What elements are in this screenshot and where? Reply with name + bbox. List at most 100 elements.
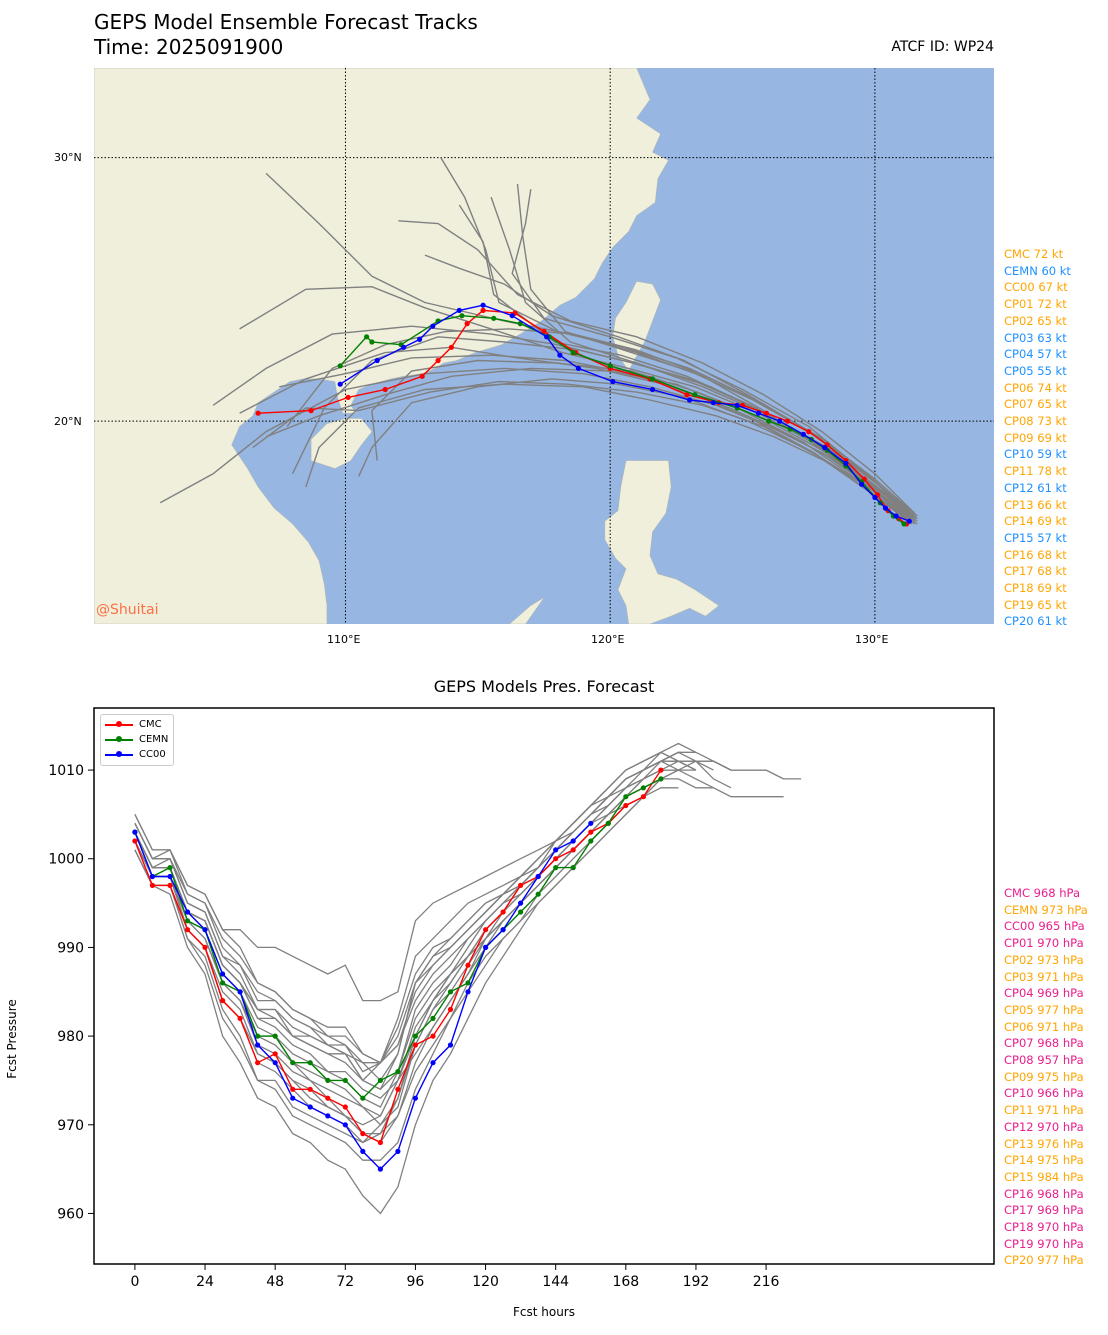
pressure-entry-9: CP07 968 hPa bbox=[1004, 1036, 1084, 1051]
lon-tick-120: 120°E bbox=[591, 633, 625, 646]
pressure-point-cc00-3 bbox=[184, 909, 191, 915]
legend-swatch-cemn bbox=[105, 734, 133, 744]
pressure-entry-18: CP16 968 hPa bbox=[1004, 1186, 1084, 1201]
pressure-point-cemn-2 bbox=[167, 865, 173, 871]
track-point-cc00-23 bbox=[401, 344, 407, 350]
pressure-point-cmc-2 bbox=[167, 882, 173, 888]
y-tick-label-990: 990 bbox=[57, 940, 84, 956]
pressure-point-cemn-29 bbox=[640, 785, 647, 791]
pressure-point-cc00-11 bbox=[325, 1113, 331, 1119]
land-palawan-tip bbox=[509, 597, 545, 624]
track-point-cc00-9 bbox=[755, 410, 762, 416]
pressure-point-cmc-4 bbox=[202, 944, 208, 950]
legend-item-cc00: CC00 bbox=[105, 747, 166, 761]
track-point-cc00-22 bbox=[417, 336, 423, 342]
track-point-cmc-25 bbox=[308, 408, 314, 414]
chart-title: GEPS Model Ensemble Forecast Tracks bbox=[94, 10, 478, 34]
wind-entry-8: CP06 74 kt bbox=[1004, 380, 1067, 395]
pressure-point-cemn-14 bbox=[377, 1077, 383, 1083]
pressure-point-cemn-28 bbox=[623, 794, 629, 800]
pressure-point-cmc-19 bbox=[465, 962, 471, 968]
member-track-13 bbox=[265, 367, 910, 520]
track-point-cemn-15 bbox=[517, 321, 523, 327]
track-point-cmc-24 bbox=[345, 394, 351, 400]
x-tick-label-144: 144 bbox=[542, 1274, 569, 1290]
pressure-point-cemn-18 bbox=[447, 989, 454, 995]
track-point-cemn-17 bbox=[459, 313, 465, 319]
land-luzon bbox=[604, 460, 720, 624]
track-point-cemn-0 bbox=[901, 521, 907, 527]
track-point-cc00-16 bbox=[557, 352, 563, 358]
pressure-point-cmc-15 bbox=[395, 1086, 401, 1092]
member-track-20 bbox=[252, 380, 916, 525]
lon-tick-130: 130°E bbox=[855, 633, 889, 646]
x-tick-label-216: 216 bbox=[753, 1274, 780, 1290]
pressure-point-cc00-5 bbox=[220, 971, 226, 977]
pressure-entry-8: CP06 971 hPa bbox=[1004, 1019, 1084, 1034]
track-point-cmc-7 bbox=[806, 429, 812, 435]
track-point-cc00-19 bbox=[480, 302, 486, 308]
track-point-cc00-2 bbox=[882, 505, 889, 511]
legend-item-cemn: CEMN bbox=[105, 732, 168, 746]
pressure-axes: 0 24 48 72 96 120 144 168 192 216 960 970 980 990 1000… bbox=[48, 763, 779, 1290]
track-point-cemn-13 bbox=[570, 350, 576, 356]
track-point-cmc-8 bbox=[784, 418, 791, 424]
chart-time: Time: 2025091900 bbox=[94, 35, 284, 59]
track-point-cmc-18 bbox=[480, 307, 486, 313]
pressure-point-cc00-14 bbox=[377, 1166, 383, 1172]
pressure-point-cemn-15 bbox=[395, 1069, 401, 1075]
pressure-entry-21: CP19 970 hPa bbox=[1004, 1236, 1084, 1251]
pressure-point-cc00-4 bbox=[202, 927, 208, 933]
legend: CMC CEMN CC00 bbox=[100, 714, 174, 766]
pressure-point-cc00-16 bbox=[412, 1095, 418, 1101]
pressure-point-cmc-12 bbox=[342, 1104, 348, 1110]
pressure-point-cemn-24 bbox=[553, 865, 559, 871]
pressure-point-cemn-16 bbox=[412, 1033, 418, 1039]
wind-entry-7: CP05 55 kt bbox=[1004, 363, 1067, 378]
track-point-cc00-8 bbox=[777, 418, 783, 424]
pressure-entry-14: CP12 970 hPa bbox=[1004, 1119, 1084, 1134]
pressure-point-cmc-29 bbox=[640, 794, 647, 800]
wind-entry-3: CP01 72 kt bbox=[1004, 297, 1067, 312]
x-tick-label-24: 24 bbox=[196, 1274, 214, 1290]
pressure-point-cmc-3 bbox=[184, 927, 191, 933]
pressure-point-cc00-21 bbox=[500, 927, 506, 933]
pressure-point-cmc-6 bbox=[237, 1015, 243, 1021]
pressure-point-cc00-0 bbox=[132, 829, 138, 835]
pressure-point-cc00-2 bbox=[167, 873, 173, 880]
pressure-entry-3: CP01 970 hPa bbox=[1004, 936, 1084, 951]
track-point-cmc-20 bbox=[448, 344, 454, 350]
track-point-cc00-11 bbox=[710, 400, 717, 406]
track-point-cemn-22 bbox=[337, 363, 343, 369]
pressure-entry-6: CP04 969 hPa bbox=[1004, 986, 1084, 1001]
wind-entry-1: CEMN 60 kt bbox=[1004, 263, 1071, 278]
pressure-point-cc00-9 bbox=[290, 1095, 296, 1101]
pressure-point-cemn-22 bbox=[518, 909, 524, 915]
pressure-point-cemn-9 bbox=[290, 1060, 296, 1066]
track-point-cc00-1 bbox=[893, 513, 899, 519]
pressure-entry-10: CP08 957 hPa bbox=[1004, 1053, 1084, 1068]
track-point-cc00-14 bbox=[610, 379, 616, 385]
pressure-entry-11: CP09 975 hPa bbox=[1004, 1069, 1084, 1084]
wind-entry-21: CP19 65 kt bbox=[1004, 597, 1067, 612]
pressure-entry-0: CMC 968 hPa bbox=[1004, 886, 1080, 900]
legend-label-cemn: CEMN bbox=[139, 733, 169, 745]
pressure-entry-5: CP03 971 hPa bbox=[1004, 969, 1084, 984]
pressure-point-cmc-18 bbox=[447, 1006, 454, 1013]
pressure-point-cmc-14 bbox=[377, 1139, 383, 1146]
track-point-cc00-20 bbox=[456, 307, 462, 313]
track-point-cc00-25 bbox=[337, 381, 343, 387]
pressure-chart-svg: 0 24 48 72 96 120 144 168 192 216 960 970 980 990 1000… bbox=[48, 707, 995, 1290]
pressure-point-cmc-0 bbox=[132, 838, 138, 844]
land-hainan bbox=[310, 418, 373, 469]
pressure-point-cemn-23 bbox=[535, 891, 541, 897]
wind-intensity-list: CMC 72 kt CEMN 60 kt CC00 67 kt CP01 72 kt C… bbox=[1004, 246, 1071, 630]
pressure-point-cc00-13 bbox=[360, 1148, 366, 1154]
pressure-point-cmc-25 bbox=[570, 847, 576, 853]
pressure-chart: 0 24 48 72 96 120 144 168 192 216 960 970 980 990 1000… bbox=[48, 707, 995, 1290]
pressure-point-cemn-12 bbox=[342, 1077, 348, 1083]
pressure-point-cc00-10 bbox=[307, 1104, 313, 1110]
track-point-cemn-10 bbox=[692, 392, 698, 398]
x-tick-label-72: 72 bbox=[336, 1274, 354, 1290]
wind-entry-13: CP11 78 kt bbox=[1004, 464, 1067, 479]
